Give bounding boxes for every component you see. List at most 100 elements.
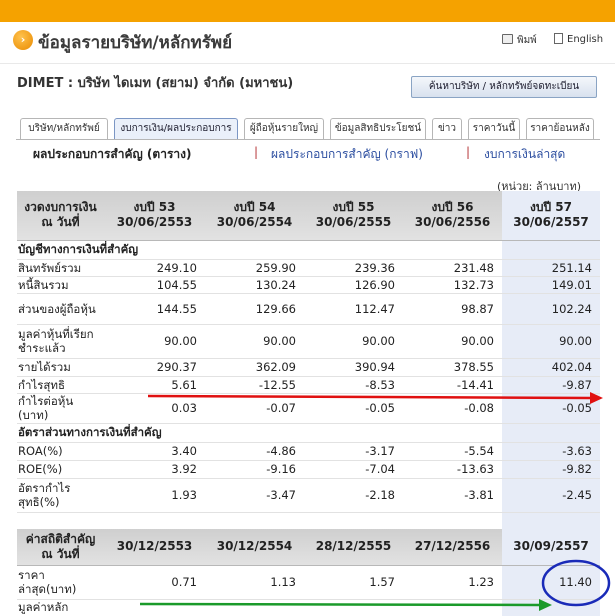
cell-value: 378.55 [403,358,502,377]
table-header-row: งวดงบการเงิน ณ วันที่ งบปี 53 30/06/2553 … [17,191,600,241]
cell-value: 132.73 [403,276,502,294]
cell-value: 90.00 [403,324,502,359]
cell-value: 126.90 [304,276,403,294]
cell-value: 0.03 [104,393,205,424]
cell-value: 1.23 [403,565,502,600]
period-header-latest: งบปี 57 30/06/2557 [502,191,600,241]
period-header: งบปี 55 30/06/2555 [304,191,403,241]
stats-date-header: 27/12/2556 [403,529,502,566]
cell-value: -0.05 [502,393,600,424]
cell-value: 129.66 [205,293,304,325]
cell-value: -3.63 [502,442,600,461]
document-icon [554,33,563,44]
cell-value: 239.36 [304,259,403,277]
page-title: ข้อมูลรายบริษัท/หลักทรัพย์ [38,33,233,53]
cell-value: 290.37 [104,358,205,377]
subnav-separator: | [466,145,471,159]
cell-value: -0.05 [304,393,403,424]
period-header-corner: งวดงบการเงิน ณ วันที่ [17,191,104,241]
tab-news[interactable]: ข่าว [432,118,462,139]
spacer-row [17,512,600,529]
subnav-latest-statements-link[interactable]: งบการเงินล่าสุด [484,147,566,161]
company-name: DIMET : บริษัท ไดเมท (สยาม) จำกัด (มหาชน… [17,76,294,91]
print-link[interactable]: พิมพ์ [502,33,537,48]
cell-value: 90.00 [205,324,304,359]
row-label: หนี้สินรวม [17,276,104,294]
tab-shareholders[interactable]: ผู้ถือหุ้นรายใหญ่ [244,118,324,139]
cell-value: 90.00 [104,324,205,359]
cell-value: -2.18 [304,478,403,513]
unit-label: (หน่วย: ล้านบาท) [497,180,582,193]
cell-value: -0.07 [205,393,304,424]
row-label: กำไรต่อหุ้น (บาท) [17,393,104,424]
tab-company[interactable]: บริษัท/หลักทรัพย์ [20,118,108,139]
cell-value: 112.47 [304,293,403,325]
table-row: ROA(%) 3.40 -4.86 -3.17 -5.54 -3.63 [17,442,600,461]
period-header: งบปี 54 30/06/2554 [205,191,304,241]
cell-value: 130.24 [205,276,304,294]
tab-divider [16,139,600,140]
cell-value: 1.93 [104,478,205,513]
cell-value: 5.61 [104,376,205,394]
cell-value: 402.04 [502,358,600,377]
tab-rights[interactable]: ข้อมูลสิทธิประโยชน์ [330,118,426,139]
stats-date-header: 30/12/2553 [104,529,205,566]
cell-value: 90.00 [304,324,403,359]
cell-value: 102.24 [502,293,600,325]
cell-value: -8.53 [304,376,403,394]
section-row: อัตราส่วนทางการเงินที่สำคัญ [17,423,600,443]
cell-value: -13.63 [403,460,502,479]
cell-value: 249.10 [104,259,205,277]
cell-value: -0.08 [403,393,502,424]
table-row: อัตรากำไรสุทธิ(%) 1.93 -3.47 -2.18 -3.81… [17,478,600,513]
table-row-last-price: ราคาล่าสุด(บาท) 0.71 1.13 1.57 1.23 11.4… [17,565,600,600]
section-title: บัญชีทางการเงินที่สำคัญ [17,240,502,260]
table-row: หนี้สินรวม 104.55 130.24 126.90 132.73 1… [17,276,600,294]
top-orange-bar [0,0,615,22]
cell-value: -14.41 [403,376,502,394]
table-row: ROE(%) 3.92 -9.16 -7.04 -13.63 -9.82 [17,460,600,479]
english-link[interactable]: English [554,33,603,45]
table-row: มูลค่าหลัก [17,599,600,616]
cell-value: 3.40 [104,442,205,461]
stats-header-row: ค่าสถิติสำคัญ ณ วันที่ 30/12/2553 30/12/… [17,529,600,566]
stats-date-header: 28/12/2555 [304,529,403,566]
cell-value: -5.54 [403,442,502,461]
row-label: มูลค่าหุ้นที่เรียกชำระแล้ว [17,324,104,359]
cell-value: 1.57 [304,565,403,600]
table-row: รายได้รวม 290.37 362.09 390.94 378.55 40… [17,358,600,377]
financial-table: งวดงบการเงิน ณ วันที่ งบปี 53 30/06/2553 … [17,191,600,616]
sub-navigation: ผลประกอบการสำคัญ (ตาราง) | ผลประกอบการสำ… [0,145,615,163]
subnav-table-active: ผลประกอบการสำคัญ (ตาราง) [33,147,192,161]
stats-header-corner: ค่าสถิติสำคัญ ณ วันที่ [17,529,104,566]
search-company-button[interactable]: ค้นหาบริษัท / หลักทรัพย์จดทะเบียน [411,76,597,98]
cell-value: -2.45 [502,478,600,513]
row-label: ส่วนของผู้ถือหุ้น [17,293,104,325]
page-header: › ข้อมูลรายบริษัท/หลักทรัพย์ พิมพ์ Engli… [0,22,615,64]
table-row: กำไรต่อหุ้น (บาท) 0.03 -0.07 -0.05 -0.08… [17,393,600,424]
row-label: อัตรากำไรสุทธิ(%) [17,478,104,513]
cell-value: 362.09 [205,358,304,377]
cell-value: -3.47 [205,478,304,513]
cell-value: 251.14 [502,259,600,277]
section-title: อัตราส่วนทางการเงินที่สำคัญ [17,423,502,443]
cell-value: 1.13 [205,565,304,600]
subnav-separator: | [254,145,259,159]
table-row-net-profit: กำไรสุทธิ 5.61 -12.55 -8.53 -14.41 -9.87 [17,376,600,394]
tab-price-history[interactable]: ราคาย้อนหลัง [526,118,594,139]
tab-price-today[interactable]: ราคาวันนี้ [468,118,520,139]
row-label: ราคาล่าสุด(บาท) [17,565,104,600]
print-label: พิมพ์ [517,35,537,46]
stats-date-header: 30/12/2554 [205,529,304,566]
subnav-graph-link[interactable]: ผลประกอบการสำคัญ (กราฟ) [271,147,423,161]
cell-value: 3.92 [104,460,205,479]
cell-value: 104.55 [104,276,205,294]
table-row: มูลค่าหุ้นที่เรียกชำระแล้ว 90.00 90.00 9… [17,324,600,359]
section-bullet-icon: › [13,30,33,50]
row-label: รายได้รวม [17,358,104,377]
row-label: มูลค่าหลัก [17,599,104,616]
cell-value: 390.94 [304,358,403,377]
english-label: English [567,34,604,45]
section-row: บัญชีทางการเงินที่สำคัญ [17,240,600,260]
tab-financials[interactable]: งบการเงิน/ผลประกอบการ [114,118,238,139]
